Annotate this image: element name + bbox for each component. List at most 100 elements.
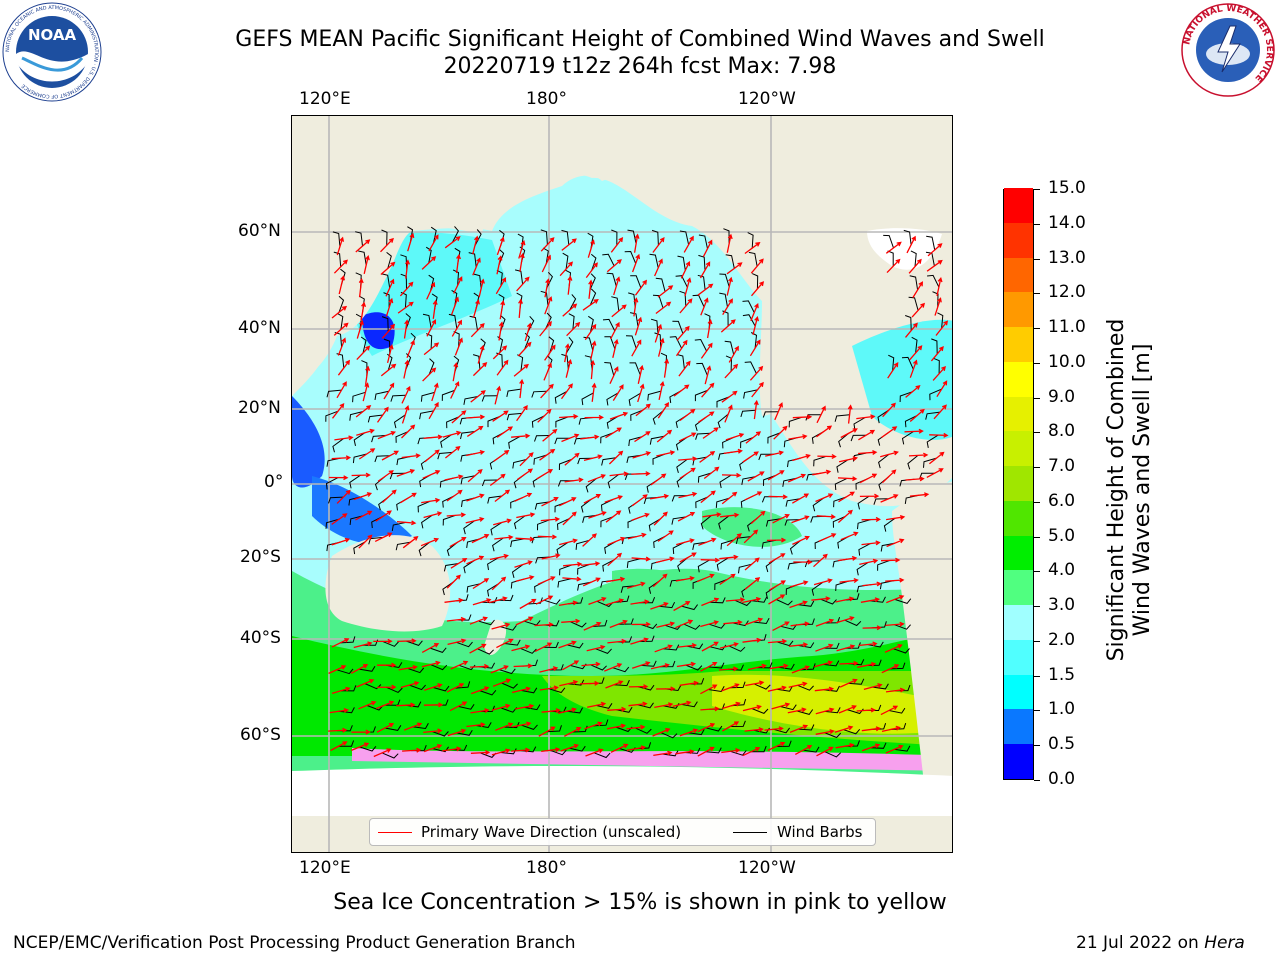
wind-barb	[647, 390, 662, 401]
australia-landmass	[325, 535, 451, 632]
wave-direction-arrow	[538, 726, 556, 737]
wind-barb	[907, 455, 919, 470]
colorbar-tick-label: 13.0	[1048, 247, 1086, 268]
wind-barb	[432, 685, 450, 692]
wind-barb	[778, 663, 795, 670]
wave-direction-arrow	[769, 663, 789, 670]
wave-direction-arrow	[496, 638, 514, 649]
wind-barb	[725, 254, 735, 269]
wave-direction-arrow	[928, 451, 945, 465]
wind-barb	[478, 619, 495, 626]
wind-barb	[338, 295, 345, 313]
wind-barb	[381, 229, 388, 246]
wind-barb	[457, 704, 475, 710]
wave-direction-arrow	[364, 365, 371, 385]
wave-direction-arrow	[626, 745, 647, 751]
wind-barb	[349, 411, 364, 421]
colorbar-segment	[1004, 396, 1033, 432]
wave-direction-arrow	[337, 337, 347, 356]
wind-barb	[616, 706, 633, 713]
lat-label: 0°	[264, 472, 284, 492]
wave-direction-arrow	[722, 298, 733, 316]
wind-barb	[649, 435, 665, 445]
wave-direction-arrow	[470, 750, 491, 756]
wave-direction-arrow	[331, 403, 345, 419]
wind-barb	[640, 660, 657, 667]
footer-date: 21 Jul 2022 on Hera	[1076, 933, 1245, 953]
wind-barb	[474, 229, 482, 246]
colorbar-segment	[1004, 326, 1033, 362]
wind-barb	[889, 662, 906, 670]
wind-barb	[554, 391, 568, 404]
wind-barb	[501, 682, 518, 689]
colorbar-tick-mark	[1034, 467, 1040, 469]
wave-direction-arrow	[881, 664, 900, 674]
cyan-coastal-zone	[852, 319, 952, 440]
wave-direction-arrow	[726, 233, 733, 253]
wave-direction-layer	[328, 232, 949, 758]
wave-direction-arrow	[726, 533, 742, 547]
wind-barb	[473, 273, 482, 289]
wave-direction-arrow	[373, 638, 393, 644]
wave-direction-arrow	[683, 235, 694, 253]
wave-direction-arrow	[331, 638, 350, 648]
colorbar-tick-label: 6.0	[1048, 490, 1076, 511]
wave-direction-arrow	[816, 746, 834, 757]
wind-barb	[566, 707, 584, 714]
wave-direction-arrow	[518, 298, 523, 318]
wave-direction-arrow	[450, 381, 460, 399]
wind-barb	[590, 664, 607, 671]
wave-direction-arrow	[926, 259, 943, 272]
wind-barb	[763, 474, 776, 486]
wind-barb	[582, 514, 598, 523]
wave-direction-arrow	[383, 382, 395, 400]
wind-barb	[487, 583, 499, 597]
wave-direction-arrow	[562, 303, 578, 317]
sheltered-sea	[312, 476, 412, 545]
wave-direction-arrow	[859, 473, 878, 484]
top-lon-label: 120°W	[738, 89, 796, 109]
wind-barb	[440, 434, 452, 448]
wind-barb	[684, 747, 701, 754]
wave-direction-arrow	[397, 638, 417, 644]
wave-direction-arrow	[541, 497, 559, 507]
wind-barb	[723, 228, 730, 244]
wave-direction-arrow	[356, 345, 371, 361]
wave-direction-arrow	[675, 619, 694, 629]
wind-barb	[698, 254, 706, 271]
wind-barb	[653, 535, 666, 549]
wave-direction-arrow	[725, 597, 746, 603]
wind-barb	[832, 516, 846, 528]
colorbar-tick-mark	[1034, 328, 1040, 330]
wind-barb	[606, 415, 619, 429]
noaa-logo: NOAA NATIONAL OCEANIC AND ATMOSPHERIC AD…	[2, 2, 102, 102]
wave-direction-arrow	[792, 535, 810, 545]
wind-barb	[428, 358, 435, 375]
wave-direction-arrow	[442, 430, 462, 438]
wind-barb	[899, 391, 913, 403]
wind-barb	[602, 253, 615, 267]
wave-direction-arrow	[609, 366, 619, 384]
wind-barb	[894, 745, 911, 752]
wave-direction-arrow	[744, 617, 764, 626]
wave-direction-arrow	[721, 683, 740, 692]
wave-direction-arrow	[815, 643, 834, 652]
wind-barb	[650, 318, 659, 334]
wind-barb	[708, 662, 725, 669]
wind-barb	[490, 521, 503, 536]
wave-direction-arrow	[353, 641, 373, 649]
wave-direction-arrow	[590, 359, 596, 380]
wave-direction-arrow	[494, 385, 502, 405]
wave-direction-arrow	[449, 701, 468, 712]
wave-direction-arrow	[353, 492, 373, 501]
wave-direction-arrow	[586, 644, 606, 652]
nws-logo: NATIONAL WEATHER SERVICE	[1180, 2, 1276, 98]
wave-direction-arrow	[676, 538, 695, 546]
wave-direction-arrow	[407, 232, 415, 252]
wave-direction-arrow	[680, 260, 691, 279]
wind-barb	[534, 501, 550, 510]
wave-direction-arrow	[813, 553, 828, 568]
wave-direction-arrow	[816, 514, 836, 520]
wave-direction-arrow	[725, 432, 745, 441]
wave-direction-arrow	[609, 619, 628, 629]
